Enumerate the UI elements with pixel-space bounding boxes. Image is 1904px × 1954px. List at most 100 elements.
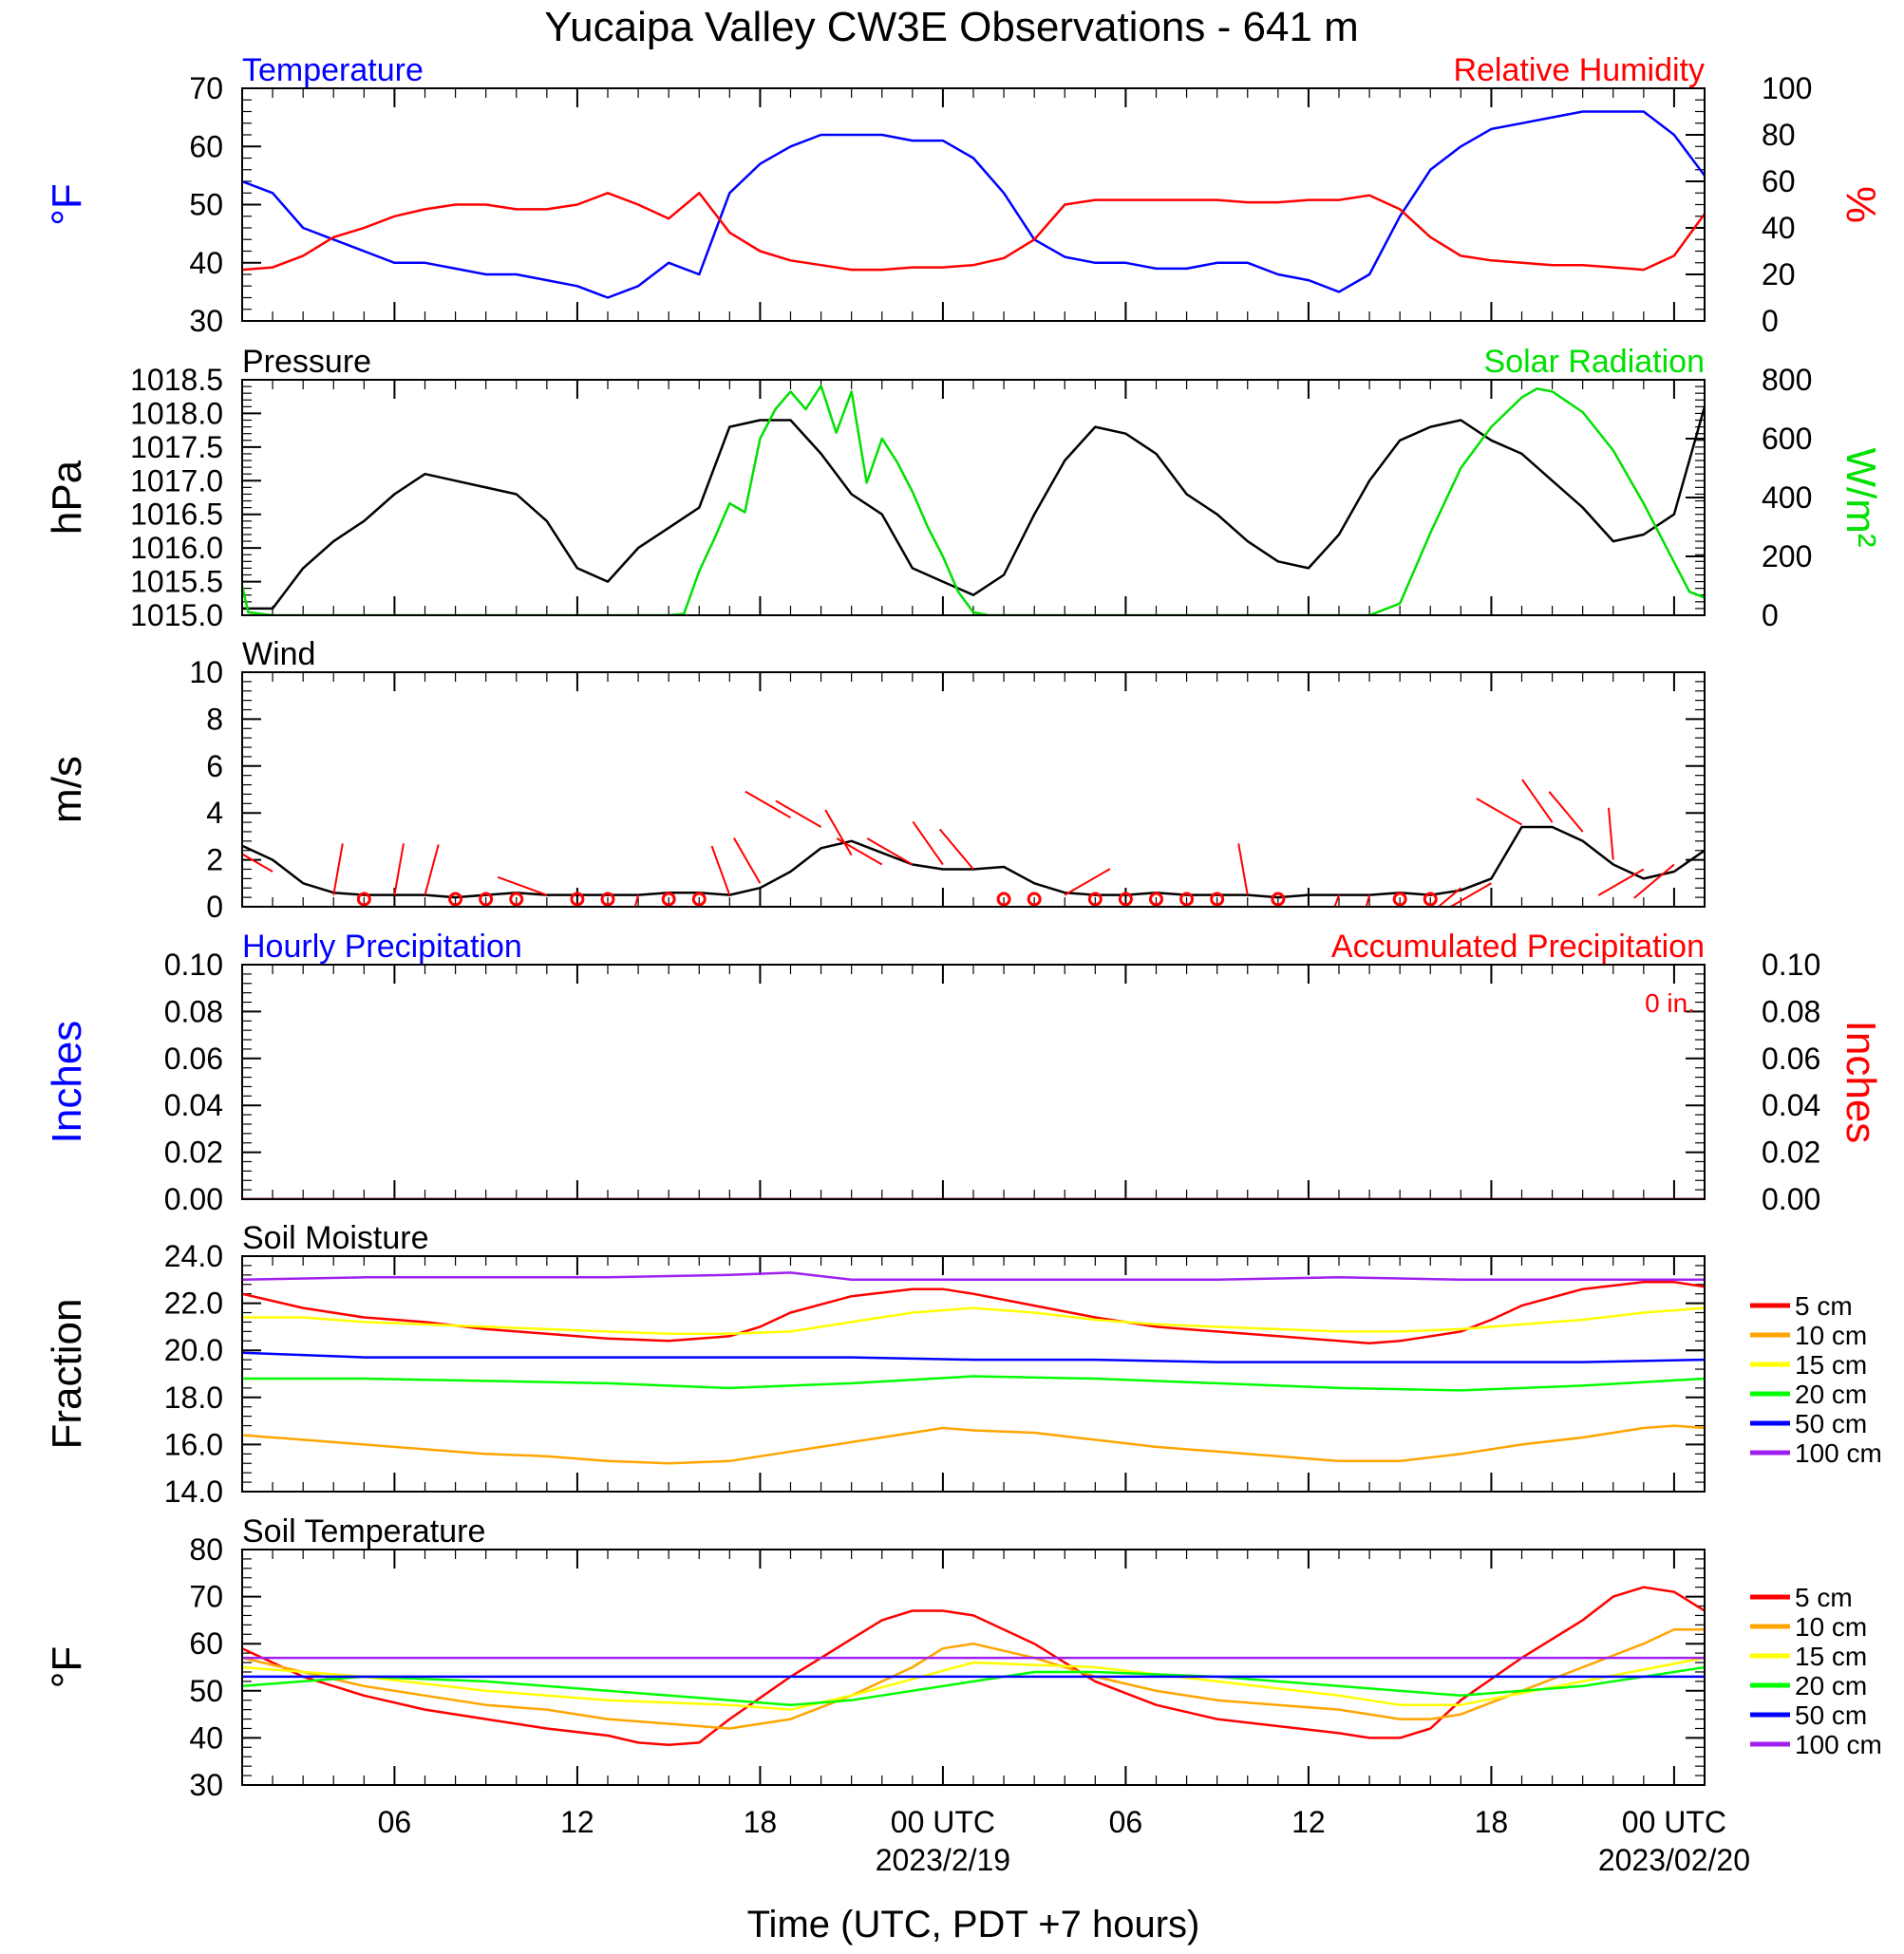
- y-tick-label-left: 1018.5: [130, 363, 223, 397]
- panel-title-left: Soil Moisture: [242, 1220, 429, 1256]
- panel-title-left: Wind: [242, 636, 315, 672]
- wind-barb: [866, 837, 914, 866]
- y-tick-label-left: 20.0: [164, 1333, 223, 1367]
- wind-barb: [733, 837, 762, 884]
- y-tick-label-right: 0: [1762, 598, 1779, 632]
- x-axis-label: Time (UTC, PDT +7 hours): [747, 1904, 1200, 1945]
- wind-barb: [1064, 868, 1111, 896]
- series-line-100-cm: [242, 1271, 1705, 1282]
- panel-frame: [241, 964, 1706, 1200]
- chart-title: Yucaipa Valley CW3E Observations - 641 m: [544, 4, 1359, 50]
- legend-label: 20 cm: [1795, 1380, 1867, 1409]
- calm-circle: [448, 892, 463, 907]
- y-tick-label-left: 80: [189, 1532, 223, 1567]
- panel-pressure_solar: 1015.01015.51016.01016.51017.01017.51018…: [44, 344, 1884, 632]
- wind-barb: [332, 843, 344, 895]
- y-tick-label-left: 1016.0: [130, 531, 223, 565]
- calm-circle: [570, 892, 585, 907]
- legend-label: 10 cm: [1795, 1321, 1867, 1350]
- calm-circle: [1210, 892, 1225, 907]
- panel-title-left: Hourly Precipitation: [242, 929, 522, 965]
- wind-barb: [1521, 779, 1554, 823]
- y-tick-label-left: 60: [189, 129, 223, 163]
- y-tick-label-left: 1015.0: [130, 598, 223, 632]
- y-tick-label-left: 40: [189, 246, 223, 280]
- x-tick-label: 00 UTC: [1622, 1805, 1726, 1839]
- y-tick-label-right: 400: [1762, 480, 1812, 515]
- y-tick-label-left: 30: [189, 1768, 223, 1802]
- y-tick-label-right: 80: [1762, 118, 1796, 152]
- wind-barb: [824, 809, 853, 856]
- wind-barb: [242, 853, 273, 873]
- y-tick-label-right: 200: [1762, 539, 1812, 573]
- y-tick-label-left: 0.08: [164, 994, 223, 1028]
- series-line-wind: [242, 825, 1705, 899]
- legend-label: 15 cm: [1795, 1642, 1867, 1671]
- y-axis-label-left: hPa: [44, 460, 90, 535]
- y-tick-label-left: 1017.5: [130, 430, 223, 464]
- series-line-15-cm: [242, 1656, 1705, 1711]
- panel-precipitation: 0.00 0.02 0.04 0.06 0.08 0.10 0.00 0.02 0.04 0.06…: [44, 929, 1884, 1216]
- panel-soil_moisture: 14.0 16.0 18.0 20.0 22.0 24.0 Soil Moisture Fra…: [44, 1220, 1882, 1509]
- y-axis-label-right: %: [1838, 186, 1884, 223]
- x-tick-label: 00 UTC: [891, 1805, 995, 1839]
- calm-circle: [1271, 892, 1286, 907]
- legend-label: 5 cm: [1795, 1291, 1853, 1321]
- series-line-10-cm: [242, 1424, 1705, 1465]
- y-tick-label-right: 0.02: [1762, 1136, 1820, 1170]
- panel-frame: [241, 1549, 1706, 1786]
- y-tick-label-left: 70: [189, 1580, 223, 1614]
- calm-circle: [1423, 892, 1438, 907]
- x-tick-label: 06: [378, 1805, 412, 1839]
- plot-area: [242, 779, 1705, 907]
- wind-barb: [745, 790, 791, 819]
- y-tick-label-left: 0: [206, 890, 223, 924]
- y-tick-label-left: 10: [189, 655, 223, 689]
- series-line-10-cm: [242, 1628, 1705, 1730]
- series-line-20-cm: [242, 1665, 1705, 1706]
- wind-barb: [836, 837, 883, 866]
- wind-barb: [710, 845, 731, 895]
- y-tick-label-left: 0.06: [164, 1042, 223, 1076]
- legend-label: 100 cm: [1795, 1438, 1882, 1468]
- wind-barb: [775, 799, 822, 828]
- calm-circle: [1179, 892, 1195, 907]
- minor-ticks: [242, 1549, 1705, 1786]
- series-line-pressure: [242, 405, 1705, 611]
- calm-circle: [1149, 892, 1163, 907]
- wind-barb: [393, 843, 405, 895]
- minor-ticks: [242, 964, 1705, 1200]
- y-tick-label-left: 30: [189, 304, 223, 338]
- x-tick-sublabel: 2023/2/19: [876, 1843, 1010, 1877]
- calm-circle: [600, 892, 615, 907]
- panel-annotation: 0 in.: [1645, 988, 1695, 1018]
- y-tick-label-right: 0.04: [1762, 1088, 1820, 1122]
- y-tick-label-left: 2: [206, 843, 223, 877]
- x-tick-label: 12: [1291, 1805, 1326, 1839]
- y-tick-label-left: 0.04: [164, 1088, 223, 1122]
- y-tick-label-left: 8: [206, 702, 223, 736]
- legend-label: 15 cm: [1795, 1350, 1867, 1380]
- x-tick-label: 12: [560, 1805, 594, 1839]
- wind-barb: [633, 894, 640, 907]
- y-tick-label-left: 18.0: [164, 1381, 223, 1415]
- wind-barb: [1548, 791, 1584, 833]
- y-axis-label-right: Inches: [1838, 1021, 1884, 1144]
- calm-circle: [691, 892, 707, 907]
- panel-title-left: Temperature: [242, 52, 424, 88]
- panel-frame: [241, 379, 1706, 616]
- y-tick-label-left: 70: [189, 71, 223, 105]
- series-line-5-cm: [242, 1586, 1705, 1747]
- calm-circle: [1027, 892, 1042, 907]
- y-tick-label-left: 1016.5: [130, 498, 223, 532]
- calm-circle: [479, 892, 494, 907]
- minor-ticks: [242, 671, 1705, 908]
- y-tick-label-right: 20: [1762, 257, 1796, 291]
- wind-barb: [938, 828, 974, 871]
- panel-title-left: Pressure: [242, 344, 371, 380]
- x-tick-sublabel: 2023/02/20: [1598, 1843, 1750, 1877]
- panel-wind: 0 2 4 6 8 10 Wind m/s: [44, 636, 1706, 924]
- y-tick-label-left: 0.00: [164, 1182, 223, 1216]
- wind-barb: [1437, 887, 1461, 907]
